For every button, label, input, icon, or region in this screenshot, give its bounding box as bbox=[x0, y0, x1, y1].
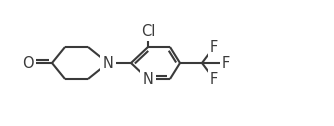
Text: N: N bbox=[103, 55, 114, 71]
Text: F: F bbox=[210, 71, 218, 87]
Text: F: F bbox=[210, 39, 218, 55]
Text: O: O bbox=[22, 55, 34, 71]
Text: F: F bbox=[222, 55, 230, 71]
Text: Cl: Cl bbox=[141, 24, 155, 39]
Text: N: N bbox=[143, 71, 153, 87]
